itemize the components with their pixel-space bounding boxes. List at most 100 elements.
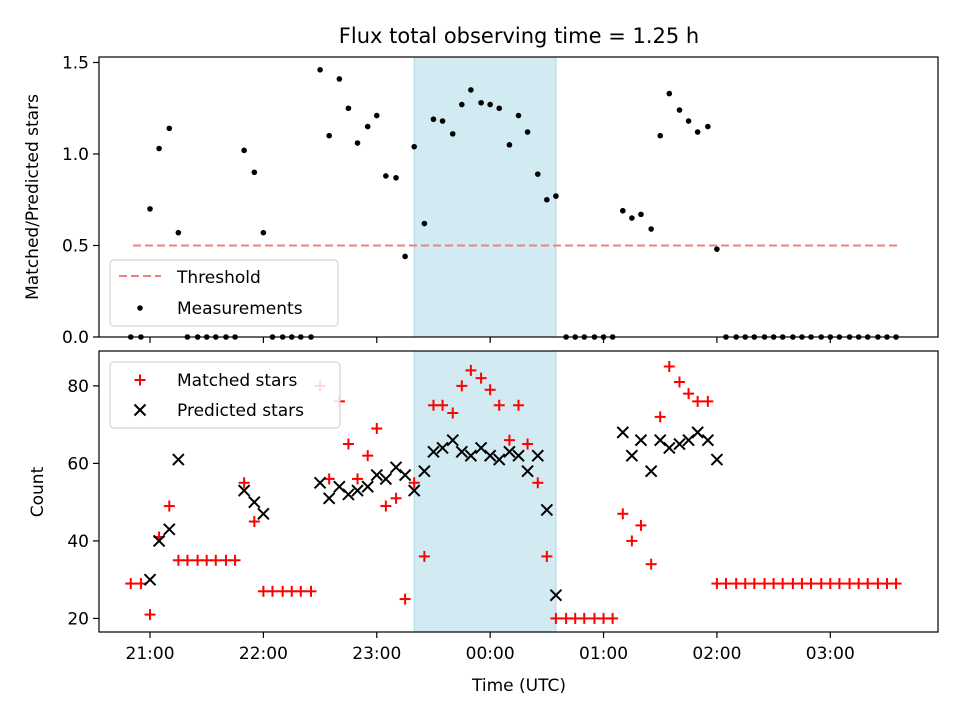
matched-star-point <box>541 550 553 562</box>
measurement-point <box>241 147 247 154</box>
measurement-point <box>496 105 503 112</box>
predicted-star-point <box>691 426 704 439</box>
measurement-point <box>449 131 456 137</box>
predicted-star-point <box>493 453 506 466</box>
predicted-star-point <box>512 449 525 462</box>
plot-frame <box>98 56 939 338</box>
cross-stroke-b <box>237 484 251 497</box>
measurement-point <box>506 142 513 148</box>
predicted-star-point <box>407 484 421 497</box>
cross-stroke-b <box>710 453 724 466</box>
predicted-star-point <box>644 464 658 478</box>
matched-star-point <box>503 434 515 446</box>
predicted-star-point <box>342 488 355 501</box>
predicted-star-point <box>248 495 261 509</box>
measurement-point <box>166 125 173 132</box>
predicted-star-point <box>625 449 639 462</box>
measurement-point <box>393 174 399 181</box>
matched-star-point <box>890 578 902 590</box>
cross-stroke-b <box>493 453 506 466</box>
cross-stroke-b <box>549 588 563 602</box>
matched-star-point <box>408 477 420 489</box>
predicted-star-point <box>634 433 648 447</box>
legend-box <box>109 361 341 429</box>
cross-stroke-b <box>152 534 166 548</box>
measurement-point <box>524 129 531 135</box>
matched-star-point <box>522 438 534 450</box>
predicted-star-point <box>455 445 469 458</box>
matched-star-point <box>342 438 354 450</box>
cross-stroke-b <box>503 445 516 458</box>
predicted-star-point <box>436 441 449 455</box>
cross-stroke-b <box>663 441 676 455</box>
legend-matched-label: Matched stars <box>177 371 297 391</box>
predicted-star-point <box>521 464 534 478</box>
cross-stroke-b <box>143 573 157 586</box>
matched-star-point <box>777 578 789 590</box>
matched-star-point <box>493 399 505 411</box>
cross-stroke-b <box>483 449 497 462</box>
measurement-point <box>629 215 635 221</box>
matched-star-point <box>673 376 685 388</box>
cross-stroke-b <box>540 503 554 517</box>
measurement-point <box>373 112 380 119</box>
matched-star-point <box>238 477 250 489</box>
measurement-point <box>534 171 541 177</box>
cross-stroke-b <box>531 449 544 462</box>
measurement-point <box>439 118 446 124</box>
matched-star-point <box>683 388 695 400</box>
x-tick-label: 02:00 <box>692 644 741 664</box>
predicted-star-point <box>710 453 724 466</box>
measurement-point <box>326 132 332 139</box>
measurement-point <box>421 220 428 227</box>
matched-star-point <box>862 578 874 590</box>
predicted-star-point <box>172 453 185 466</box>
measurement-point <box>676 107 683 113</box>
x-tick-label: 01:00 <box>579 644 628 664</box>
cross-stroke-b <box>474 441 488 455</box>
predicted-star-point <box>257 507 270 520</box>
measurement-point <box>402 253 408 260</box>
predicted-star-point <box>701 433 715 447</box>
matched-star-point <box>607 612 619 624</box>
y-tick-label: 1.0 <box>62 145 89 165</box>
cross-stroke-b <box>464 449 478 462</box>
matched-star-point <box>654 411 666 423</box>
count-legend: Matched stars Predicted stars <box>109 361 341 429</box>
ratio-y-axis-label: Matched/Predicted stars <box>23 94 43 300</box>
measurement-point <box>714 246 720 252</box>
measurement-point <box>459 101 465 108</box>
measurement-point <box>345 105 352 112</box>
matched-star-point <box>181 554 193 566</box>
count-points <box>125 361 902 624</box>
matched-star-point <box>578 612 590 624</box>
ratio-panel: 0.0 0.5 1.0 1.5 Matched/Predicted stars Thr… <box>23 53 939 348</box>
matched-star-point <box>362 450 374 462</box>
measurement-point <box>515 112 522 119</box>
matched-star-point <box>645 558 657 570</box>
matched-star-point <box>323 473 335 485</box>
matched-star-point <box>532 477 544 489</box>
matched-star-point <box>702 395 714 407</box>
measurement-point <box>694 129 701 135</box>
cross-stroke-b <box>342 488 355 501</box>
predicted-star-point <box>531 449 544 462</box>
measurement-point <box>685 118 692 124</box>
cross-stroke-b <box>398 468 412 482</box>
matched-star-point <box>399 593 411 605</box>
measurement-point <box>705 123 711 130</box>
measurement-point <box>638 211 644 218</box>
matched-star-point <box>484 384 496 396</box>
y-tick-label: 40 <box>67 532 89 552</box>
cross-stroke-b <box>379 472 393 486</box>
predicted-star-point <box>313 476 327 489</box>
measurement-point <box>468 87 474 93</box>
ratio-observing-window <box>413 56 557 338</box>
predicted-star-point <box>540 503 554 517</box>
predicted-star-point <box>673 437 686 451</box>
predicted-star-point <box>361 480 374 493</box>
matched-star-point <box>210 554 222 566</box>
cross-stroke-b <box>436 441 449 455</box>
legend-threshold-label: Threshold <box>176 268 261 288</box>
matched-star-point <box>833 578 845 590</box>
